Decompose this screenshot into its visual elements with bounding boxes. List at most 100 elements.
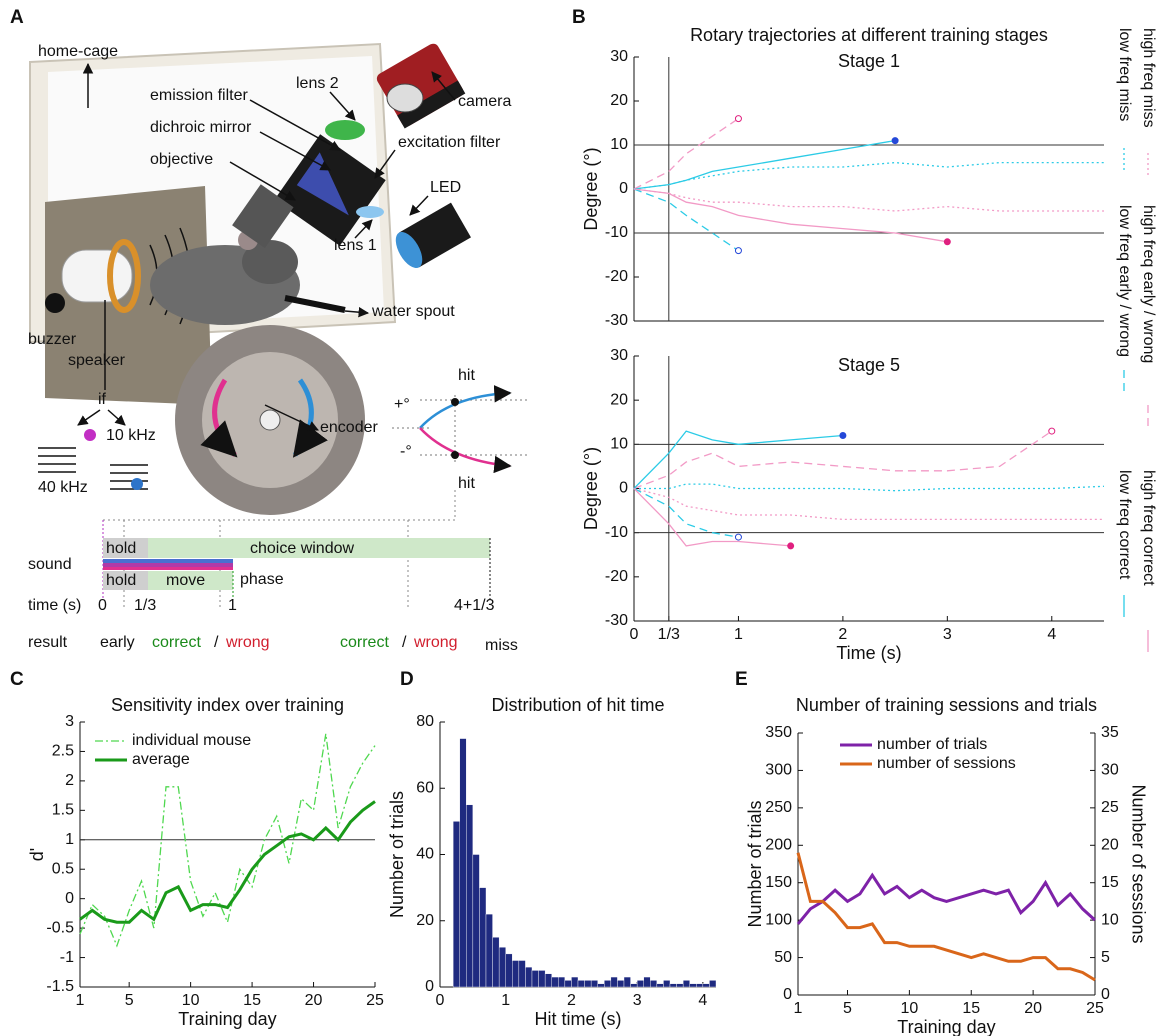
chart-title: Number of training sessions and trials — [796, 695, 1097, 715]
y-tick-label: -20 — [605, 268, 628, 285]
label: 1 — [228, 597, 237, 614]
chart-subtitle: Stage 5 — [838, 355, 900, 375]
label: excitation filter — [398, 134, 501, 151]
y-tick-label: -0.5 — [46, 919, 74, 936]
label: wrong — [413, 634, 458, 651]
y-tick-label: 2 — [65, 772, 74, 789]
legend-label: average — [132, 751, 190, 768]
panel-letter: B — [572, 7, 586, 28]
bar — [650, 980, 658, 988]
bar — [564, 980, 572, 988]
note-dot — [131, 478, 143, 490]
label: home-cage — [38, 43, 118, 60]
bar — [689, 983, 697, 988]
pointer — [374, 149, 396, 179]
y2-tick-label: 20 — [1101, 837, 1119, 854]
sound-bar — [103, 559, 233, 563]
label: sound — [28, 556, 72, 573]
x-tick-label: 1 — [76, 992, 85, 1009]
legend-label: high freq early / wrong — [1140, 205, 1157, 363]
series-line — [633, 139, 896, 190]
speaker-box — [45, 186, 212, 405]
y-axis-label: Degree (°) — [581, 447, 601, 530]
label: dichroic mirror — [150, 119, 252, 136]
y-tick-label: 1.5 — [52, 802, 74, 819]
pointer — [107, 409, 126, 426]
y-axis-label: Degree (°) — [581, 147, 601, 230]
label: if — [98, 391, 107, 408]
label: wrong — [225, 634, 270, 651]
pointer — [77, 409, 101, 426]
x-tick-label: 0 — [436, 992, 445, 1009]
series-line — [79, 733, 376, 948]
label: speaker — [68, 352, 126, 369]
end-marker — [1048, 427, 1056, 435]
y2-tick-label: 35 — [1101, 724, 1119, 741]
series-line — [633, 430, 1053, 490]
bar — [584, 980, 592, 988]
x-tick-label: 1 — [794, 1000, 803, 1017]
label: phase — [240, 571, 284, 588]
y2-tick-label: 30 — [1101, 762, 1119, 779]
x-tick-label: 1 — [734, 626, 743, 643]
camera-lens — [386, 83, 424, 113]
label: move — [166, 572, 205, 589]
x-axis-label: Time (s) — [836, 643, 901, 663]
x-tick-label: 20 — [1024, 1000, 1042, 1017]
panel-letter: A — [10, 7, 24, 28]
series-line — [633, 188, 1104, 212]
microscope — [232, 134, 386, 249]
bar — [544, 973, 552, 988]
bar — [492, 937, 500, 988]
y-tick-label: 0 — [783, 986, 792, 1003]
x-tick-label: 25 — [1086, 1000, 1104, 1017]
y-tick-label: 200 — [765, 837, 792, 854]
y-tick-label: -30 — [605, 312, 628, 329]
legend-label: high freq correct — [1140, 470, 1157, 586]
y-tick-label: 20 — [610, 92, 628, 109]
lens-2 — [325, 120, 365, 140]
bar — [709, 980, 717, 988]
label: camera — [458, 93, 511, 110]
x-tick-label: 20 — [305, 992, 323, 1009]
label: hit — [458, 367, 475, 384]
label: 0 — [98, 597, 107, 614]
hit-guides — [392, 395, 530, 465]
bar — [604, 980, 612, 988]
bar — [682, 980, 690, 988]
wheel-hub — [259, 409, 281, 431]
staff — [38, 447, 148, 490]
x-tick-label: 4 — [698, 992, 707, 1009]
series-line — [796, 852, 1096, 982]
buzzer — [45, 293, 65, 313]
y-axis-label: Number of trials — [745, 800, 765, 927]
panel-letter: E — [735, 669, 748, 690]
series-line — [633, 118, 739, 190]
label: / — [214, 634, 219, 651]
label: -° — [400, 443, 412, 460]
hit-curve — [419, 427, 512, 474]
end-marker — [891, 137, 899, 145]
hold-bar — [103, 538, 148, 558]
y2-tick-label: 15 — [1101, 874, 1119, 891]
y-tick-label: 10 — [610, 436, 628, 453]
label: objective — [150, 151, 213, 168]
chart-title: Rotary trajectories at different trainin… — [690, 25, 1048, 45]
bar — [531, 970, 539, 988]
legend-label: high freq miss — [1140, 28, 1157, 128]
y-tick-label: 1 — [65, 831, 74, 848]
y2-axis-label: Number of sessions — [1128, 784, 1148, 943]
pointer — [329, 91, 356, 121]
label: hit — [458, 475, 475, 492]
water-spout — [284, 295, 346, 313]
pointer — [264, 404, 319, 431]
y-tick-label: -30 — [605, 612, 628, 629]
series-line — [634, 483, 1105, 492]
legend-label: number of trials — [877, 736, 987, 753]
legend-label: low freq correct — [1116, 470, 1133, 580]
label: hold — [106, 540, 136, 557]
hold-bar — [103, 571, 148, 590]
y-tick-label: 40 — [416, 846, 434, 863]
series-line — [633, 161, 1104, 190]
y-axis-label: Number of trials — [387, 791, 407, 918]
